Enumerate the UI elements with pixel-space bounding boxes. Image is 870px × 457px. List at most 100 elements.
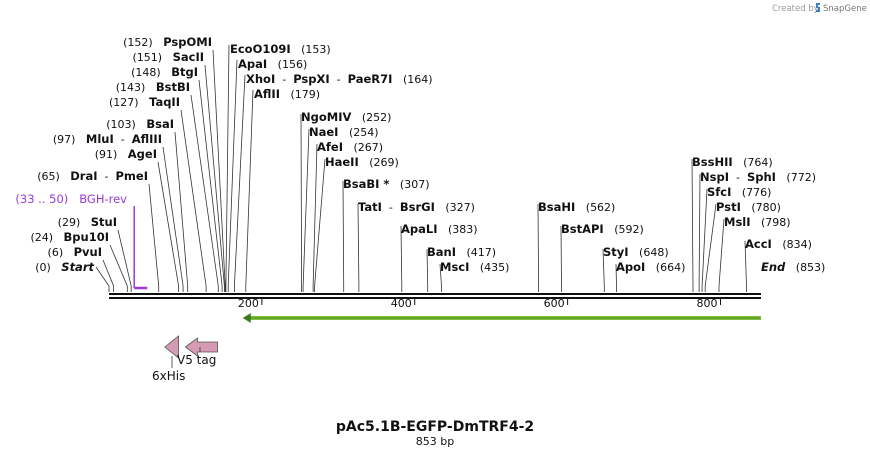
- site-label[interactable]: (65) DraI - PmeI: [37, 169, 148, 183]
- site-label[interactable]: (103) BsaI: [106, 117, 174, 131]
- feature-v5-tag[interactable]: V5 tag: [177, 337, 218, 367]
- site-drai-pmei[interactable]: (65) DraI - PmeI: [37, 169, 148, 183]
- site-label[interactable]: ApoI (664): [616, 260, 685, 274]
- start-label: (0) Start: [35, 260, 94, 274]
- site-styi[interactable]: StyI (648): [603, 245, 669, 259]
- site-label[interactable]: MscI (435): [440, 260, 509, 274]
- site-pspomi[interactable]: (152) PspOMI: [123, 35, 212, 49]
- site-label[interactable]: StyI (648): [603, 245, 669, 259]
- site-label[interactable]: BanI (417): [427, 245, 496, 259]
- site-bsabi[interactable]: BsaBI * (307): [343, 177, 430, 191]
- site-apoi[interactable]: ApoI (664): [616, 260, 685, 274]
- site-label[interactable]: (97) MluI - AflIII: [53, 132, 162, 146]
- site-label[interactable]: (151) SacII: [133, 50, 205, 64]
- site-label[interactable]: ApaI (156): [238, 57, 307, 71]
- site-label[interactable]: ApaLI (383): [401, 222, 478, 236]
- feature-6xhis[interactable]: 6xHis: [152, 335, 185, 383]
- site-bsshii[interactable]: BssHII (764): [692, 155, 773, 169]
- site-sacii[interactable]: (151) SacII: [133, 50, 205, 64]
- site-leader: [245, 89, 254, 292]
- site-leader: [314, 158, 326, 292]
- site-leader: [204, 64, 225, 292]
- site-label[interactable]: TatI - BsrGI (327): [358, 200, 475, 214]
- site-apai[interactable]: ApaI (156): [238, 57, 307, 71]
- site-label[interactable]: BsaBI * (307): [343, 177, 430, 191]
- site-label[interactable]: EcoO109I (153): [230, 42, 331, 56]
- site-label[interactable]: SfcI (776): [707, 185, 771, 199]
- site-leader: [117, 229, 132, 292]
- site-leader: [300, 113, 303, 292]
- site-label[interactable]: AflII (179): [254, 87, 320, 101]
- site-label[interactable]: (148) BtgI: [131, 65, 198, 79]
- site-leader: [180, 109, 207, 292]
- primer-bgh-rev[interactable]: (33 .. 50) BGH-rev: [15, 192, 148, 290]
- sequence-backbone: [109, 293, 761, 299]
- site-nspi-sphi[interactable]: NspI - SphI (772): [700, 170, 816, 184]
- site-leader: [615, 263, 617, 292]
- site-leader: [400, 225, 403, 292]
- site-psti[interactable]: PstI (780): [716, 200, 781, 214]
- site-btgi[interactable]: (148) BtgI: [131, 65, 198, 79]
- site-bsai[interactable]: (103) BsaI: [106, 117, 174, 131]
- site-label[interactable]: BsaHI (562): [538, 200, 615, 214]
- site-xhoi-pspxi-paer7i[interactable]: XhoI - PspXI - PaeR7I (164): [246, 72, 433, 86]
- site-apali[interactable]: ApaLI (383): [401, 222, 478, 236]
- site-label[interactable]: (91) AgeI: [95, 147, 157, 161]
- site-aflii[interactable]: AflII (179): [254, 87, 320, 101]
- site-taqii[interactable]: (127) TaqII: [109, 95, 180, 109]
- backbone-top-strand: [109, 293, 761, 295]
- site-bstbi[interactable]: (143) BstBI: [116, 80, 190, 94]
- site-label[interactable]: BstAPI (592): [561, 222, 644, 236]
- site-leader: [312, 143, 318, 292]
- site-ecoo109i[interactable]: EcoO109I (153): [230, 42, 331, 56]
- site-label[interactable]: (24) Bpu10I: [30, 230, 109, 244]
- site-acci[interactable]: AccI (834): [745, 237, 812, 251]
- site-label[interactable]: HaeII (269): [325, 155, 399, 169]
- site-label[interactable]: NgoMIV (252): [301, 110, 391, 124]
- site-sfci[interactable]: SfcI (776): [707, 185, 771, 199]
- site-bsahi[interactable]: BsaHI (562): [538, 200, 615, 214]
- site-leader: [691, 158, 694, 292]
- tick-label: 400: [391, 297, 412, 310]
- site-msli[interactable]: MslI (798): [724, 215, 791, 229]
- site-stui[interactable]: (29) StuI: [58, 215, 117, 229]
- site-ngomiv[interactable]: NgoMIV (252): [301, 110, 391, 124]
- site-agei[interactable]: (91) AgeI: [95, 147, 157, 161]
- site-label[interactable]: PstI (780): [716, 200, 781, 214]
- snapgene-logo-icon: [816, 3, 820, 12]
- site-tati-bsrgi[interactable]: TatI - BsrGI (327): [358, 200, 475, 214]
- site-naei[interactable]: NaeI (254): [309, 125, 379, 139]
- site-label[interactable]: AccI (834): [745, 237, 812, 251]
- site-label[interactable]: BssHII (764): [692, 155, 773, 169]
- site-leader: [342, 180, 345, 292]
- site-label[interactable]: (6) PvuI: [48, 245, 102, 259]
- site-mlui-afliii[interactable]: (97) MluI - AflIII: [53, 132, 162, 146]
- site-bpu10i[interactable]: (24) Bpu10I: [30, 230, 109, 244]
- site-label[interactable]: (152) PspOMI: [123, 35, 212, 49]
- site-label[interactable]: (29) StuI: [58, 215, 117, 229]
- tick-label: 800: [696, 297, 717, 310]
- site-leader: [174, 131, 189, 292]
- end-label: End (853): [761, 260, 825, 274]
- site-label[interactable]: (143) BstBI: [116, 80, 190, 94]
- site-pvui[interactable]: (6) PvuI: [48, 245, 102, 259]
- site-label[interactable]: XhoI - PspXI - PaeR7I (164): [246, 72, 433, 86]
- site-bstapi[interactable]: BstAPI (592): [561, 222, 644, 236]
- feature-label: V5 tag: [177, 353, 216, 367]
- backbone-bottom-strand: [109, 297, 761, 299]
- site-leader: [698, 173, 701, 292]
- site-label[interactable]: NspI - SphI (772): [700, 170, 816, 184]
- site-label[interactable]: NaeI (254): [309, 125, 379, 139]
- site-leader: [102, 259, 114, 292]
- site-label[interactable]: MslI (798): [724, 215, 791, 229]
- created-by-credit: Created by SnapGene: [772, 3, 867, 14]
- site-haeii[interactable]: HaeII (269): [325, 155, 399, 169]
- site-msci[interactable]: MscI (435): [440, 260, 509, 274]
- site-bani[interactable]: BanI (417): [427, 245, 496, 259]
- site-leader: [227, 59, 238, 292]
- site-label[interactable]: (127) TaqII: [109, 95, 180, 109]
- site-label[interactable]: AfeI (267): [317, 140, 383, 154]
- site-leader: [190, 94, 219, 292]
- site-afei[interactable]: AfeI (267): [317, 140, 383, 154]
- site-leader: [426, 248, 429, 292]
